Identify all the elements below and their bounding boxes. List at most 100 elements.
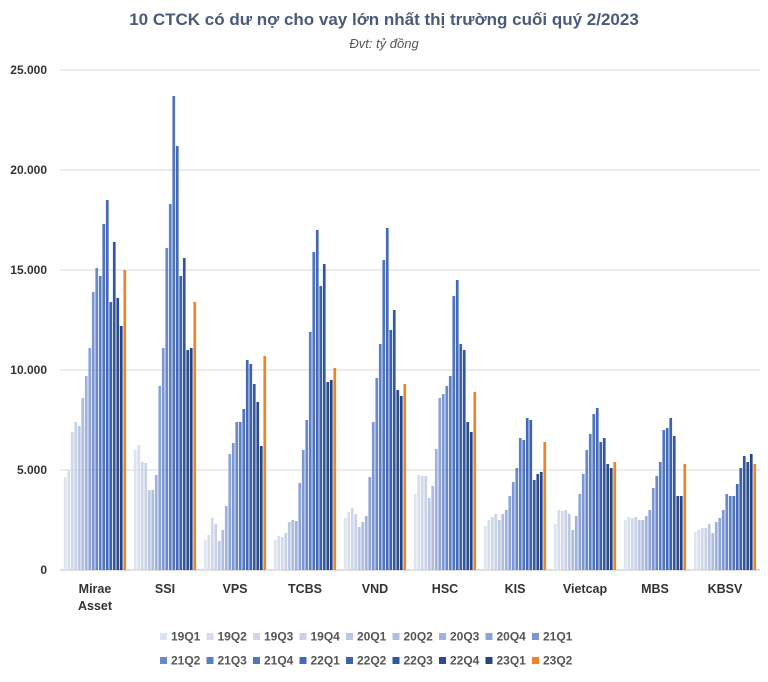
bar-19Q4-2 — [214, 524, 218, 570]
bar-22Q3-7 — [602, 438, 606, 570]
legend-swatch — [346, 657, 353, 664]
x-category-label: KIS — [505, 582, 526, 596]
bar-19Q1-2 — [203, 540, 207, 570]
bar-19Q2-9 — [697, 530, 701, 570]
bar-19Q1-6 — [483, 526, 487, 570]
x-category-label: VND — [362, 582, 388, 596]
bar-22Q4-4 — [396, 390, 400, 570]
y-tick-label: 5.000 — [17, 463, 47, 477]
bar-22Q2-3 — [319, 286, 323, 570]
bar-22Q4-5 — [466, 422, 470, 570]
bar-19Q2-0 — [67, 470, 71, 570]
bar-20Q2-1 — [151, 490, 155, 570]
chart-subtitle: Đvt: tỷ đồng — [349, 36, 419, 51]
legend-swatch — [206, 657, 214, 664]
bar-22Q2-0 — [109, 302, 113, 570]
bar-20Q4-5 — [438, 398, 442, 570]
bar-20Q1-3 — [287, 522, 291, 570]
bar-21Q3-6 — [518, 438, 522, 570]
bar-21Q2-3 — [305, 420, 309, 570]
y-tick-label: 20.000 — [10, 163, 47, 177]
bar-21Q4-2 — [242, 409, 246, 570]
bar-21Q3-3 — [308, 332, 312, 570]
bar-20Q1-2 — [217, 541, 221, 570]
bar-19Q4-0 — [74, 422, 78, 570]
x-category-label: VPS — [222, 582, 247, 596]
bar-20Q4-3 — [298, 483, 302, 570]
bar-21Q4-0 — [102, 224, 106, 570]
x-category-label: Asset — [78, 599, 113, 613]
bar-23Q2-7 — [613, 462, 617, 570]
legend-item: 23Q2 — [532, 654, 573, 668]
bar-19Q2-6 — [487, 520, 491, 570]
x-category-label: MBS — [641, 582, 669, 596]
bar-23Q1-7 — [609, 468, 613, 570]
bar-22Q2-1 — [179, 276, 183, 570]
bar-19Q2-3 — [277, 536, 281, 570]
bar-21Q4-5 — [452, 296, 456, 570]
bar-20Q1-0 — [77, 426, 81, 570]
bar-20Q2-8 — [641, 520, 645, 570]
bar-22Q3-5 — [462, 350, 466, 570]
bar-21Q2-8 — [655, 476, 659, 570]
legend-label: 19Q4 — [311, 630, 341, 644]
bar-19Q3-4 — [350, 508, 354, 570]
bars — [63, 96, 757, 570]
legend-item: 19Q2 — [206, 630, 248, 644]
bar-23Q2-4 — [403, 384, 407, 570]
bar-22Q1-0 — [105, 200, 109, 570]
bar-21Q3-5 — [448, 376, 452, 570]
y-tick-label: 25.000 — [10, 63, 47, 77]
bar-20Q4-0 — [88, 348, 92, 570]
bar-21Q3-0 — [98, 276, 102, 570]
bar-23Q1-3 — [329, 380, 333, 570]
bar-22Q3-8 — [672, 436, 676, 570]
x-category-label: HSC — [432, 582, 458, 596]
x-category-label: TCBS — [288, 582, 322, 596]
bar-20Q4-6 — [508, 496, 512, 570]
bar-21Q1-2 — [231, 443, 235, 570]
legend-item: 20Q3 — [439, 630, 480, 644]
legend-swatch — [485, 657, 493, 664]
legend-label: 20Q2 — [404, 630, 434, 644]
bar-21Q3-8 — [658, 462, 662, 570]
legend-swatch — [206, 633, 214, 640]
bar-23Q2-6 — [543, 442, 547, 570]
bar-21Q4-6 — [522, 440, 526, 570]
bar-20Q4-7 — [578, 494, 582, 570]
bar-21Q4-3 — [312, 252, 316, 570]
bar-23Q1-8 — [679, 496, 683, 570]
bar-22Q1-1 — [175, 146, 179, 570]
legend-label: 21Q4 — [264, 654, 294, 668]
legend-label: 23Q2 — [543, 654, 573, 668]
bar-23Q2-0 — [123, 270, 127, 570]
legend-item: 23Q1 — [485, 654, 526, 668]
bar-21Q3-9 — [728, 496, 732, 570]
bar-22Q1-6 — [525, 418, 529, 570]
bar-22Q2-4 — [389, 330, 393, 570]
x-category-label: Vietcap — [563, 582, 608, 596]
legend-label: 21Q3 — [218, 654, 248, 668]
bar-23Q2-9 — [753, 464, 757, 570]
legend-swatch — [532, 657, 539, 664]
legend-label: 21Q2 — [171, 654, 201, 668]
bar-19Q4-7 — [564, 510, 568, 570]
legend-swatch — [485, 633, 493, 640]
legend-label: 19Q2 — [218, 630, 248, 644]
legend-item: 19Q3 — [253, 630, 294, 644]
bar-20Q1-8 — [637, 520, 641, 570]
bar-22Q3-2 — [252, 384, 256, 570]
bar-21Q1-7 — [581, 474, 585, 570]
legend-item: 20Q4 — [485, 630, 526, 644]
bar-19Q4-8 — [634, 517, 638, 570]
legend-swatch — [160, 633, 167, 640]
bar-21Q1-8 — [651, 488, 655, 570]
legend-item: 21Q4 — [253, 654, 294, 668]
bar-23Q2-1 — [193, 302, 197, 570]
legend-swatch — [439, 657, 446, 664]
bar-19Q3-0 — [70, 432, 74, 570]
x-axis-categories: Mirae Asset SSI VPS TCBS VND HSC KIS Vietcap MBS K… — [78, 582, 743, 613]
bar-22Q1-3 — [315, 230, 319, 570]
bar-21Q2-7 — [585, 450, 589, 570]
